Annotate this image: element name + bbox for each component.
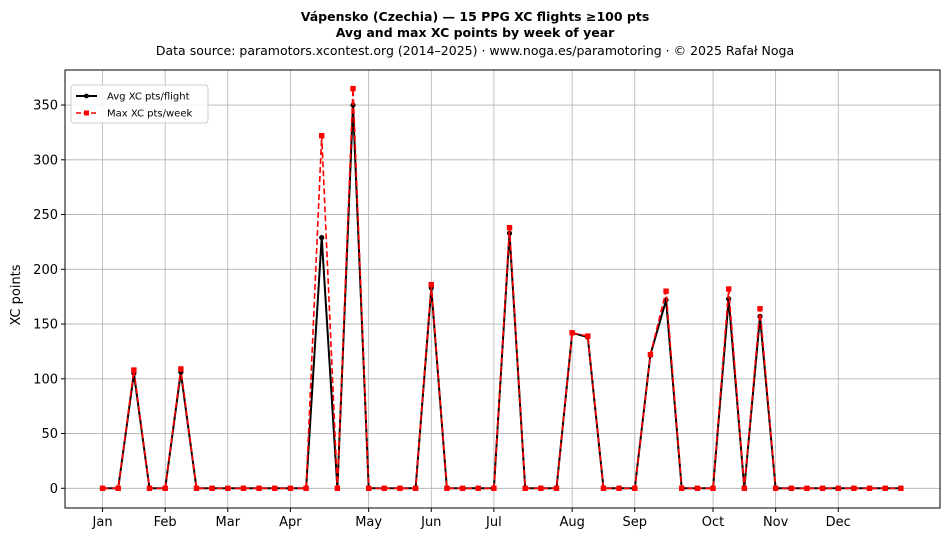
x-tick-label: Oct <box>702 515 724 530</box>
x-tick-label: Feb <box>154 515 177 530</box>
max-point <box>115 485 121 491</box>
y-tick-label: 200 <box>33 263 58 278</box>
max-point <box>538 485 544 491</box>
y-tick-label: 0 <box>50 482 58 497</box>
max-point <box>663 288 669 294</box>
max-point <box>225 485 231 491</box>
max-point <box>741 485 748 491</box>
max-point <box>804 485 810 491</box>
y-tick-label: 100 <box>33 372 58 387</box>
max-point <box>381 485 388 491</box>
chart-subtitle: Data source: paramotors.xcontest.org (20… <box>155 43 795 58</box>
y-tick-label: 150 <box>33 318 58 333</box>
x-tick-label: Nov <box>763 515 789 530</box>
legend-marker <box>84 110 89 116</box>
x-tick-label: Apr <box>279 515 302 530</box>
max-point <box>256 485 262 491</box>
max-point <box>694 485 701 491</box>
x-axis: Jan Feb Mar Apr May Jun Jul Aug Sep Oct Nov Dec <box>92 508 851 530</box>
max-point <box>506 224 513 231</box>
max-point <box>193 485 200 491</box>
max-point <box>459 485 466 491</box>
legend: Avg XC pts/flight Max XC pts/week <box>70 84 209 124</box>
y-tick-label: 50 <box>41 427 58 442</box>
max-point <box>725 286 732 292</box>
max-point <box>365 485 372 491</box>
y-tick-label: 300 <box>33 153 58 168</box>
max-point <box>866 485 873 491</box>
max-point <box>209 485 215 491</box>
x-tick-label: May <box>355 515 382 530</box>
y-axis-label: XC points <box>9 264 24 325</box>
max-point <box>851 485 857 491</box>
series-layer <box>99 85 904 491</box>
max-point <box>819 485 826 491</box>
max-point <box>898 485 904 491</box>
max-point <box>444 485 450 491</box>
legend-label: Avg XC pts/flight <box>107 92 190 103</box>
max-point <box>585 333 591 339</box>
max-point <box>710 485 716 491</box>
max-point <box>679 485 685 491</box>
max-point <box>178 366 184 372</box>
plot-frame <box>64 69 941 509</box>
y-tick-label: 350 <box>33 99 58 114</box>
max-point <box>162 485 168 491</box>
legend-box <box>70 84 209 124</box>
y-tick-label: 250 <box>33 208 58 223</box>
max-point <box>99 485 106 491</box>
max-point <box>303 485 309 491</box>
x-tick-label: Jun <box>420 515 441 530</box>
x-tick-label: Sep <box>623 515 648 530</box>
max-point <box>616 485 622 491</box>
max-point <box>412 485 419 491</box>
grid-lines <box>65 70 940 508</box>
legend-label: Max XC pts/week <box>107 109 192 120</box>
max-point <box>553 485 560 491</box>
series-line-1 <box>102 87 901 490</box>
max-point <box>569 330 575 336</box>
max-point <box>788 485 794 491</box>
x-tick-label: Jul <box>485 515 502 530</box>
max-point <box>491 485 497 491</box>
x-tick-label: Dec <box>826 515 851 530</box>
y-axis: 0 50 100 150 200 250 300 350 <box>33 99 65 497</box>
max-point <box>522 485 528 491</box>
max-point <box>428 281 434 288</box>
max-point <box>772 485 779 491</box>
max-point <box>334 485 341 491</box>
max-point <box>272 485 278 491</box>
legend-marker <box>84 93 89 99</box>
max-point <box>240 485 247 491</box>
max-point <box>835 485 841 491</box>
max-point <box>757 306 763 312</box>
max-point <box>475 485 481 491</box>
max-point <box>632 485 638 491</box>
max-point <box>647 352 654 358</box>
x-tick-label: Aug <box>559 515 584 530</box>
max-point <box>287 485 294 491</box>
max-point <box>397 485 403 491</box>
max-point <box>146 485 153 491</box>
x-tick-label: Jan <box>92 515 113 530</box>
max-point <box>882 485 888 491</box>
avg-point <box>319 234 325 241</box>
max-point <box>131 367 137 373</box>
max-point <box>319 133 325 139</box>
chart-title-line2: Avg and max XC points by week of year <box>335 25 615 40</box>
chart-title: Vápensko (Czechia) — 15 PPG XC flights ≥… <box>300 9 650 24</box>
x-tick-label: Mar <box>216 515 241 530</box>
series-line-0 <box>102 104 901 490</box>
max-point <box>600 485 607 491</box>
max-point <box>350 85 356 92</box>
